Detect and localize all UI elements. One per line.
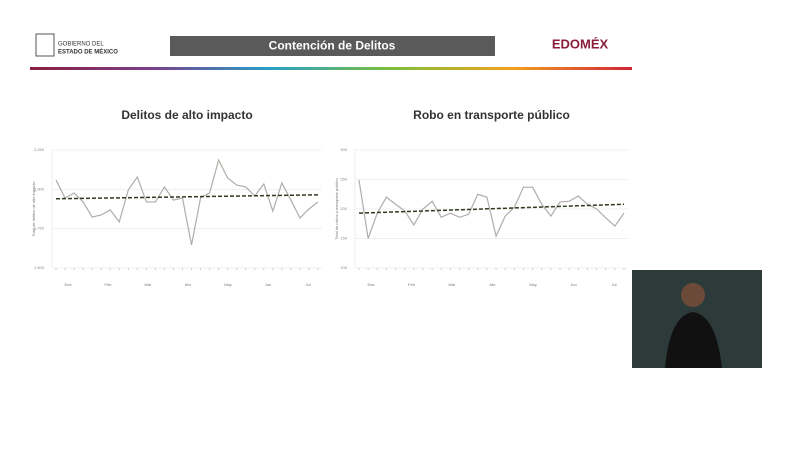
y-axis-label: Total de robos a transporte público <box>334 178 339 240</box>
interpreter <box>665 312 722 368</box>
y-tick-label: 200 <box>340 206 347 211</box>
interpreter <box>681 283 705 307</box>
month-label: May <box>224 282 232 287</box>
month-label: Abr <box>489 282 496 287</box>
y-tick-label: 1,750 <box>34 226 45 231</box>
month-label: Jul <box>305 282 310 287</box>
y-tick-label: 300 <box>340 147 347 152</box>
month-label: Jul <box>611 282 616 287</box>
month-label: Jun <box>570 282 576 287</box>
title-bar <box>170 36 495 56</box>
y-axis-label: Total de delitos de alto impacto <box>31 181 36 237</box>
month-label: Ene <box>367 282 375 287</box>
data-line <box>55 158 319 246</box>
month-label: Mar <box>449 282 457 287</box>
data-line <box>358 179 625 239</box>
page-title: Contención de Delitos <box>269 39 396 53</box>
trend-line <box>358 203 625 214</box>
month-label: Jun <box>265 282 271 287</box>
month-label: Feb <box>408 282 416 287</box>
y-tick-label: 250 <box>340 177 347 182</box>
month-label: May <box>529 282 537 287</box>
emblem <box>35 33 55 57</box>
chart-title: Delitos de alto impacto <box>121 108 252 122</box>
y-tick-label: 150 <box>340 236 347 241</box>
logo-text: GOBIERNO DEL <box>58 42 104 48</box>
y-tick-label: 1,500 <box>34 265 45 270</box>
y-tick-label: 2,000 <box>34 186 45 191</box>
month-label: Ene <box>64 282 72 287</box>
trend-line <box>55 194 319 200</box>
edomex-logo: EDOMÉX <box>552 36 609 51</box>
y-tick-label: 2,250 <box>34 147 45 152</box>
chart-title: Robo en transporte público <box>413 108 570 122</box>
y-tick-label: 100 <box>340 265 347 270</box>
month-label: Mar <box>145 282 153 287</box>
month-label: Abr <box>185 282 192 287</box>
color-stripe <box>30 67 632 70</box>
logo-text: ESTADO DE MÉXICO <box>58 48 118 56</box>
month-label: Feb <box>105 282 113 287</box>
